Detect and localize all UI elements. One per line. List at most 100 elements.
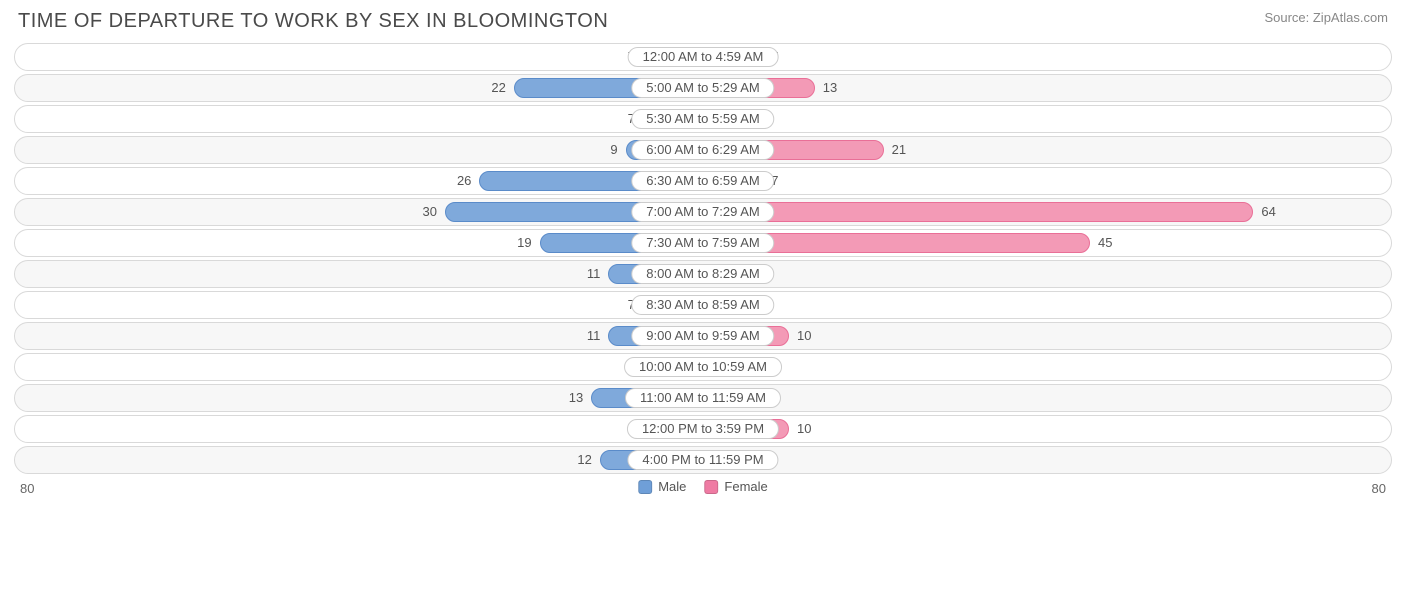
chart-row-track: 718:30 AM to 8:59 AM	[14, 291, 1392, 319]
chart-title: TIME OF DEPARTURE TO WORK BY SEX IN BLOO…	[18, 10, 608, 33]
chart-row-right-half: 6	[703, 354, 1391, 380]
category-label: 8:00 AM to 8:29 AM	[631, 264, 774, 284]
chart-row-track: 26 76:30 AM to 6:59 AM	[14, 167, 1392, 195]
chart-row: 735:30 AM to 5:59 AM	[14, 103, 1392, 134]
legend-label-female: Female	[724, 479, 767, 494]
chart-row: 26 76:30 AM to 6:59 AM	[14, 165, 1392, 196]
value-male: 26	[457, 168, 471, 196]
category-label: 11:00 AM to 11:59 AM	[625, 388, 781, 408]
category-label: 5:30 AM to 5:59 AM	[631, 109, 774, 129]
value-male: 19	[517, 230, 531, 258]
chart-row: 11 38:00 AM to 8:29 AM	[14, 258, 1392, 289]
chart-row-right-half: 13	[703, 75, 1391, 101]
chart-row: 13 611:00 AM to 11:59 AM	[14, 382, 1392, 413]
chart-row-left-half: 13	[15, 385, 703, 411]
chart-footer: 80 Male Female 80	[14, 479, 1392, 509]
chart-row-left-half: 30	[15, 199, 703, 225]
chart-container: TIME OF DEPARTURE TO WORK BY SEX IN BLOO…	[0, 0, 1406, 594]
chart-row-left-half: 4	[15, 354, 703, 380]
chart-row-track: 6 10 12:00 PM to 3:59 PM	[14, 415, 1392, 443]
chart-row: 718:30 AM to 8:59 AM	[14, 289, 1392, 320]
chart-row-track: 12 04:00 PM to 11:59 PM	[14, 446, 1392, 474]
value-female: 21	[892, 137, 906, 165]
chart-row-track: 7712:00 AM to 4:59 AM	[14, 43, 1392, 71]
chart-row-right-half: 1	[703, 292, 1391, 318]
category-label: 12:00 PM to 3:59 PM	[627, 419, 779, 439]
chart-row-right-half: 3	[703, 261, 1391, 287]
chart-row-right-half: 0	[703, 447, 1391, 473]
value-male: 13	[569, 385, 583, 413]
category-label: 12:00 AM to 4:59 AM	[628, 47, 779, 67]
chart-row-left-half: 7	[15, 292, 703, 318]
chart-row-left-half: 22	[15, 75, 703, 101]
chart-row-left-half: 11	[15, 261, 703, 287]
chart-row-track: 22 13 5:00 AM to 5:29 AM	[14, 74, 1392, 102]
value-female: 64	[1261, 199, 1275, 227]
chart-row-left-half: 26	[15, 168, 703, 194]
chart-row-right-half: 7	[703, 168, 1391, 194]
chart-row-track: 11 10 9:00 AM to 9:59 AM	[14, 322, 1392, 350]
value-female: 13	[823, 75, 837, 103]
chart-row-track: 13 611:00 AM to 11:59 AM	[14, 384, 1392, 412]
legend-swatch-female	[704, 480, 718, 494]
chart-row-left-half: 7	[15, 106, 703, 132]
chart-body: 7712:00 AM to 4:59 AM22135:00 AM to 5:29…	[14, 41, 1392, 475]
legend-swatch-male	[638, 480, 652, 494]
chart-row-right-half: 6	[703, 385, 1391, 411]
axis-max-left: 80	[20, 481, 34, 496]
legend: Male Female	[638, 479, 768, 494]
chart-row-right-half: 10	[703, 323, 1391, 349]
category-label: 7:30 AM to 7:59 AM	[631, 233, 774, 253]
legend-item-female: Female	[704, 479, 767, 494]
chart-row-left-half: 12	[15, 447, 703, 473]
value-female: 45	[1098, 230, 1112, 258]
legend-label-male: Male	[658, 479, 686, 494]
chart-row: 30 64 7:00 AM to 7:29 AM	[14, 196, 1392, 227]
chart-row-left-half: 7	[15, 44, 703, 70]
category-label: 8:30 AM to 8:59 AM	[631, 295, 774, 315]
bar-female	[703, 202, 1253, 222]
chart-row: 12 04:00 PM to 11:59 PM	[14, 444, 1392, 475]
chart-row-right-half: 7	[703, 44, 1391, 70]
category-label: 4:00 PM to 11:59 PM	[627, 450, 778, 470]
value-male: 22	[491, 75, 505, 103]
chart-row-track: 11 38:00 AM to 8:29 AM	[14, 260, 1392, 288]
value-male: 12	[577, 447, 591, 475]
category-label: 9:00 AM to 9:59 AM	[631, 326, 774, 346]
value-female: 10	[797, 323, 811, 351]
category-label: 7:00 AM to 7:29 AM	[631, 202, 774, 222]
legend-item-male: Male	[638, 479, 686, 494]
category-label: 10:00 AM to 10:59 AM	[624, 357, 782, 377]
category-label: 6:00 AM to 6:29 AM	[631, 140, 774, 160]
chart-row: 22 13 5:00 AM to 5:29 AM	[14, 72, 1392, 103]
chart-header: TIME OF DEPARTURE TO WORK BY SEX IN BLOO…	[14, 10, 1392, 41]
chart-row-track: 9 21 6:00 AM to 6:29 AM	[14, 136, 1392, 164]
value-female: 10	[797, 416, 811, 444]
chart-source: Source: ZipAtlas.com	[1264, 10, 1388, 25]
chart-row-track: 30 64 7:00 AM to 7:29 AM	[14, 198, 1392, 226]
chart-row-right-half: 21	[703, 137, 1391, 163]
value-male: 11	[587, 261, 601, 289]
chart-row-right-half: 3	[703, 106, 1391, 132]
chart-row: 19 45 7:30 AM to 7:59 AM	[14, 227, 1392, 258]
chart-row: 4610:00 AM to 10:59 AM	[14, 351, 1392, 382]
value-male: 11	[587, 323, 601, 351]
chart-row-left-half: 19	[15, 230, 703, 256]
chart-row-track: 19 45 7:30 AM to 7:59 AM	[14, 229, 1392, 257]
chart-row-right-half: 64	[703, 199, 1391, 225]
chart-row-track: 4610:00 AM to 10:59 AM	[14, 353, 1392, 381]
chart-row-left-half: 6	[15, 416, 703, 442]
category-label: 5:00 AM to 5:29 AM	[631, 78, 774, 98]
chart-row-left-half: 11	[15, 323, 703, 349]
axis-max-right: 80	[1372, 481, 1386, 496]
value-male: 30	[423, 199, 437, 227]
chart-row-track: 735:30 AM to 5:59 AM	[14, 105, 1392, 133]
chart-row: 9 21 6:00 AM to 6:29 AM	[14, 134, 1392, 165]
chart-row: 11 10 9:00 AM to 9:59 AM	[14, 320, 1392, 351]
chart-row: 7712:00 AM to 4:59 AM	[14, 41, 1392, 72]
chart-row-right-half: 10	[703, 416, 1391, 442]
category-label: 6:30 AM to 6:59 AM	[631, 171, 774, 191]
chart-row-right-half: 45	[703, 230, 1391, 256]
chart-row: 6 10 12:00 PM to 3:59 PM	[14, 413, 1392, 444]
value-male: 9	[610, 137, 617, 165]
